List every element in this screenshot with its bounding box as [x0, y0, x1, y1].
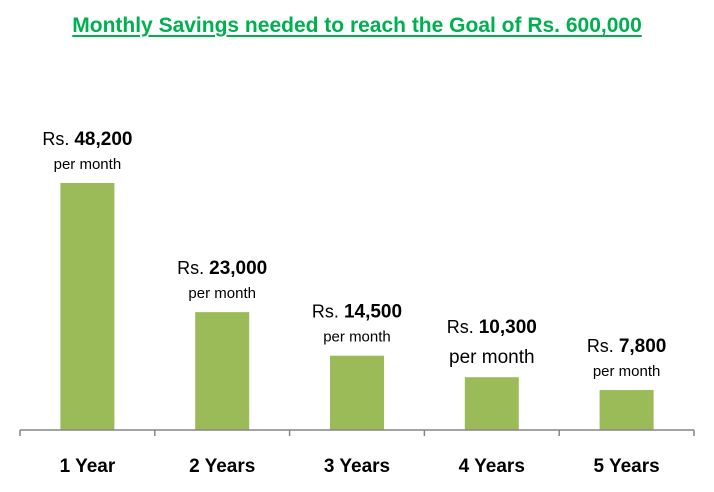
data-label-unit: per month [449, 347, 535, 368]
data-label-amount: 23,000 [209, 258, 267, 279]
data-label-prefix: Rs. [312, 302, 344, 322]
data-label-prefix: Rs. [177, 258, 209, 278]
data-label-value: Rs. 23,000 [177, 258, 267, 279]
bar [330, 355, 384, 430]
data-labels-group: Rs. 48,200 per month Rs. 23,000 per month Rs… [42, 129, 666, 380]
data-label-unit: per month [323, 329, 391, 346]
chart-title: Monthly Savings needed to reach the Goal… [72, 14, 642, 37]
data-label-value: Rs. 7,800 [587, 336, 667, 357]
category-label: 5 Years [593, 456, 659, 477]
data-label-unit: per month [188, 285, 256, 302]
data-label-amount: 7,800 [619, 336, 667, 357]
data-label-value: Rs. 14,500 [312, 302, 402, 323]
category-label: 2 Years [189, 456, 255, 477]
category-label: 1 Year [60, 456, 116, 477]
category-labels-group: 1 Year 2 Years 3 Years 4 Years 5 Years [60, 456, 660, 477]
bars-group [60, 183, 654, 430]
bar [195, 312, 250, 430]
data-label-amount: 14,500 [344, 302, 402, 323]
data-label-unit: per month [54, 156, 122, 173]
data-label-prefix: Rs. [587, 336, 619, 356]
bar [599, 390, 654, 430]
data-label-value: Rs. 10,300 [447, 317, 537, 338]
bar [60, 183, 115, 430]
data-label-unit: per month [593, 363, 661, 380]
data-label-value: Rs. 48,200 [42, 129, 132, 150]
category-label: 4 Years [459, 456, 525, 477]
data-label-prefix: Rs. [42, 129, 74, 149]
category-label: 3 Years [324, 456, 390, 477]
x-axis [19, 429, 695, 436]
bar [464, 377, 519, 430]
data-label-amount: 10,300 [479, 317, 537, 338]
data-label-amount: 48,200 [74, 129, 132, 150]
data-label-prefix: Rs. [447, 317, 479, 337]
